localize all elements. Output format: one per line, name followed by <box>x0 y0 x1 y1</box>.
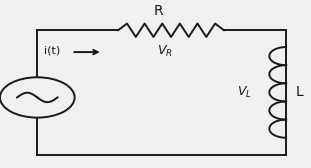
Text: i(t): i(t) <box>44 45 61 55</box>
Text: R: R <box>154 5 163 18</box>
Text: $V_R$: $V_R$ <box>157 44 173 59</box>
Text: $V_L$: $V_L$ <box>237 85 252 100</box>
Text: L: L <box>295 85 303 99</box>
